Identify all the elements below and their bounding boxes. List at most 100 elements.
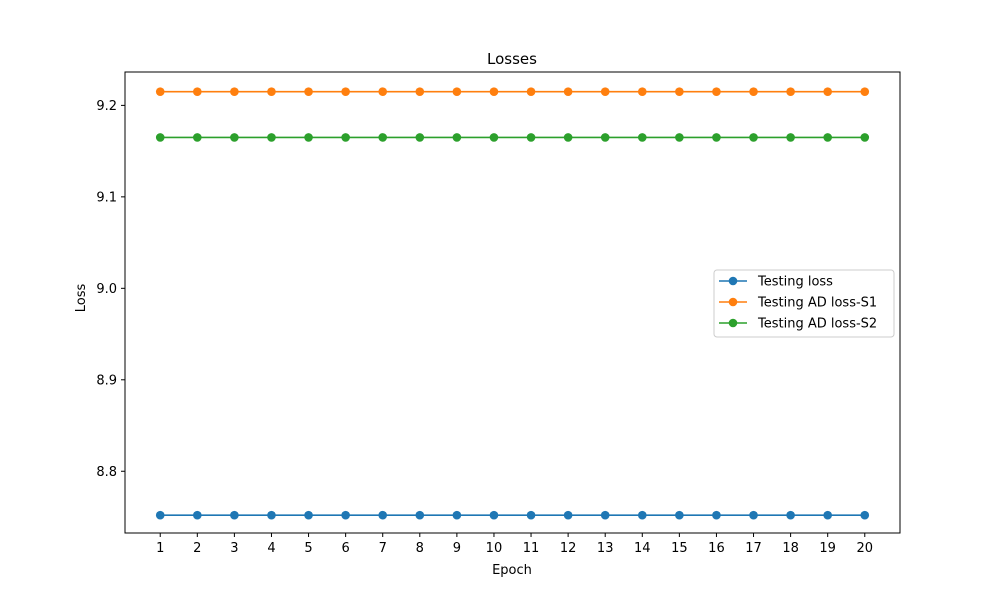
y-tick-label: 9.1	[96, 190, 117, 205]
data-point	[712, 510, 721, 520]
legend-item: Testing loss	[719, 275, 833, 290]
legend-marker	[728, 297, 738, 307]
data-point	[155, 510, 165, 520]
data-point	[341, 133, 350, 142]
data-point	[341, 510, 350, 520]
legend-marker	[728, 318, 738, 328]
y-tick-label: 8.9	[96, 373, 117, 388]
x-tick-label: 1	[156, 541, 164, 556]
x-tick-label: 17	[745, 541, 762, 556]
series-1	[155, 510, 870, 520]
data-point	[304, 133, 313, 142]
x-tick-label: 4	[267, 541, 275, 556]
data-point	[823, 87, 832, 96]
data-point	[526, 510, 536, 520]
data-point	[378, 87, 388, 96]
data-point	[563, 133, 573, 142]
data-point	[675, 87, 684, 96]
x-tick-label: 9	[453, 541, 461, 556]
x-tick-label: 3	[230, 541, 238, 556]
data-point	[489, 133, 499, 142]
data-point	[489, 87, 499, 96]
data-point	[267, 133, 276, 142]
data-point	[712, 87, 721, 96]
data-point	[823, 133, 832, 142]
x-tick-label: 19	[819, 541, 836, 556]
data-point	[860, 510, 870, 520]
data-point	[600, 133, 610, 142]
data-point	[378, 133, 388, 142]
x-tick-label: 7	[379, 541, 387, 556]
x-tick-label: 16	[708, 541, 725, 556]
data-point	[452, 133, 462, 142]
y-tick-label: 9.0	[96, 282, 117, 297]
data-point	[304, 87, 313, 96]
legend: Testing loss Testing AD loss-S1 Testing AD…	[713, 269, 895, 338]
data-point	[489, 510, 499, 520]
plot-area: 1 2 3 4 5 6 7 8 9 10 11 12 13 14 15 16 17 18 19 208.88.99.0…	[96, 71, 901, 556]
data-point	[600, 87, 610, 96]
legend-label: Testing loss	[757, 275, 833, 290]
data-point	[637, 133, 647, 142]
data-point	[526, 87, 536, 96]
legend-marker	[728, 276, 738, 286]
data-point	[563, 510, 573, 520]
data-point	[786, 133, 795, 142]
legend-label: Testing AD loss-S2	[757, 317, 877, 332]
data-point	[637, 87, 647, 96]
data-point	[378, 510, 388, 520]
axes-frame	[124, 71, 901, 534]
x-tick-label: 10	[486, 541, 503, 556]
data-point	[749, 87, 758, 96]
x-tick-label: 14	[634, 541, 651, 556]
x-tick-label: 6	[341, 541, 349, 556]
data-point	[415, 133, 425, 142]
data-point	[193, 87, 202, 96]
data-point	[749, 510, 758, 520]
x-tick-label: 13	[597, 541, 614, 556]
y-tick-label: 8.8	[96, 465, 117, 480]
data-point	[600, 510, 610, 520]
data-point	[860, 87, 870, 96]
data-point	[452, 87, 462, 96]
data-point	[526, 133, 536, 142]
data-point	[675, 133, 684, 142]
x-tick-label: 8	[416, 541, 424, 556]
series-2	[155, 87, 870, 96]
data-point	[230, 510, 239, 520]
data-point	[193, 133, 202, 142]
legend-box	[713, 269, 895, 338]
data-point	[823, 510, 832, 520]
data-point	[415, 87, 425, 96]
data-point	[230, 87, 239, 96]
y-axis-label: Loss	[74, 284, 89, 313]
data-point	[749, 133, 758, 142]
data-point	[267, 87, 276, 96]
data-point	[786, 87, 795, 96]
data-point	[452, 510, 462, 520]
data-point	[860, 133, 870, 142]
x-tick-label: 2	[193, 541, 201, 556]
legend-label: Testing AD loss-S1	[757, 296, 877, 311]
data-point	[675, 510, 684, 520]
data-point	[712, 133, 721, 142]
data-point	[637, 510, 647, 520]
data-point	[193, 510, 202, 520]
data-point	[155, 87, 165, 96]
x-tick-label: 15	[671, 541, 688, 556]
y-tick-label: 9.2	[96, 99, 117, 114]
chart-title: Losses	[487, 50, 537, 68]
legend-item: Testing AD loss-S1	[719, 296, 877, 311]
data-point	[230, 133, 239, 142]
data-point	[155, 133, 165, 142]
x-tick-label: 11	[523, 541, 540, 556]
data-point	[415, 510, 425, 520]
x-tick-label: 20	[856, 541, 873, 556]
data-point	[563, 87, 573, 96]
x-tick-label: 12	[560, 541, 577, 556]
x-axis-label: Epoch	[492, 563, 532, 578]
data-point	[304, 510, 313, 520]
x-tick-label: 5	[304, 541, 312, 556]
